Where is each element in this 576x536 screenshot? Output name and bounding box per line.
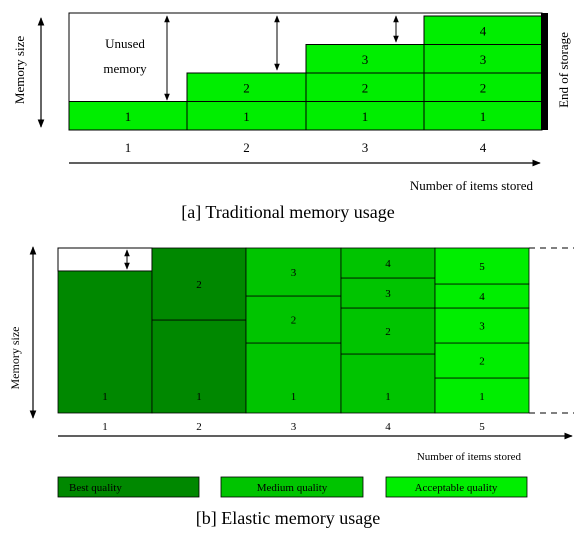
panel-a-cell-c4-item3	[423, 44, 543, 74]
panel-b-cell-c1-item1	[57, 270, 153, 414]
panel-a-cell-label: 2	[480, 80, 487, 95]
panel-b-cell-label: 1	[385, 391, 391, 403]
panel-a-x-tick-label: 4	[480, 140, 487, 155]
panel-b-cell-label: 1	[291, 391, 297, 403]
legend-label-medium-quality: Medium quality	[257, 482, 328, 494]
panel-b-unused-space	[57, 247, 153, 272]
panel-b-cell-c2-item2	[151, 247, 247, 321]
panel-b-x-tick-label: 1	[102, 421, 108, 433]
panel-a-cell-label: 4	[480, 23, 487, 38]
panel-b-y-label: Memory size	[8, 327, 22, 390]
legend-label-best-quality: Best quality	[69, 482, 122, 494]
panel-b-cell-c5-item2	[434, 342, 530, 379]
panel-a-cell-label: 1	[243, 109, 250, 124]
panel-a-caption: [a] Traditional memory usage	[181, 202, 394, 222]
panel-b-cell-c3-item2	[245, 295, 342, 344]
panel-b-cell-label: 1	[102, 391, 108, 403]
panel-b: Memory size 1 1 2 1 2 3 1 2 3 4 1 2 3 4 5 1 2 3 4 5 Number…	[8, 246, 574, 528]
panel-b-cell-label: 2	[385, 326, 391, 338]
panel-b-cell-label: 4	[479, 291, 485, 303]
panel-b-cell-c3-item1	[245, 342, 342, 414]
legend-swatch-acceptable-quality	[385, 476, 528, 498]
panel-b-cell-c5-item1	[434, 377, 530, 414]
panel-a-cell-label: 2	[243, 80, 250, 95]
panel-b-x-ticks: 1 2 3 4 5	[102, 421, 485, 433]
panel-b-x-tick-label: 4	[385, 421, 391, 433]
panel-a-cell-label: 1	[362, 109, 369, 124]
panel-a-x-tick-label: 1	[125, 140, 132, 155]
panel-a-x-tick-label: 3	[362, 140, 369, 155]
panel-b-cell-label: 5	[479, 261, 485, 273]
panel-a-cell-c4-item2	[423, 72, 543, 102]
panel-b-cell-label: 3	[385, 288, 391, 300]
panel-b-x-tick-label: 2	[196, 421, 202, 433]
panel-b-cell-label: 2	[291, 315, 297, 327]
legend-swatch-medium-quality	[220, 476, 364, 498]
panel-b-cell-label: 2	[479, 356, 485, 368]
panel-a-cell-c4-item4	[423, 15, 543, 45]
unused-memory-label-line2: memory	[103, 61, 147, 76]
panel-b-x-tick-label: 3	[291, 421, 297, 433]
panel-b-cell-label: 3	[479, 321, 485, 333]
panel-b-cell-label: 1	[196, 391, 202, 403]
panel-b-x-tick-label: 5	[479, 421, 485, 433]
panel-b-cell-c5-item5	[434, 247, 530, 285]
panel-a-cell-label: 3	[480, 52, 487, 67]
panel-b-memory-cells: 1 1 2 1 2 3 1 2 3 4 1 2 3 4 5	[57, 247, 530, 414]
panel-a-right-label: End of storage	[556, 32, 571, 108]
end-of-storage-bar	[541, 13, 548, 130]
panel-b-cell-label: 4	[385, 258, 391, 270]
panel-b-cell-label: 2	[196, 279, 202, 291]
legend: Best quality Medium quality Acceptable q…	[57, 476, 528, 498]
panel-b-cell-c3-item3	[245, 247, 342, 297]
panel-b-cell-c5-item3	[434, 307, 530, 344]
panel-b-cell-c4-item2	[340, 307, 436, 355]
panel-b-cell-c4-item1	[340, 353, 436, 414]
panel-a-memory-cells: 1 1 2 1 2 3 1 2 3 4	[68, 15, 543, 131]
panel-a-cell-label: 3	[362, 52, 369, 67]
panel-a-cell-c3-item3	[305, 44, 425, 74]
panel-a-cell-c2-item1	[186, 101, 307, 131]
panel-a-cell-c3-item1	[305, 101, 425, 131]
panel-a-x-tick-label: 2	[243, 140, 250, 155]
panel-a-cell-label: 2	[362, 80, 369, 95]
panel-a-cell-label: 1	[125, 109, 132, 124]
unused-memory-label-line1: Unused	[105, 36, 145, 51]
panel-b-cell-c4-item4	[340, 247, 436, 279]
panel-b-cell-label: 3	[291, 267, 297, 279]
panel-b-cell-c2-item1	[151, 319, 247, 414]
panel-a-x-label: Number of items stored	[410, 178, 534, 193]
legend-swatch-best-quality	[57, 476, 200, 498]
panel-a: Memory size 1 1 2 1 2 3 1 2 3 4 End of storage Un…	[12, 12, 571, 222]
panel-b-caption: [b] Elastic memory usage	[196, 508, 380, 528]
panel-b-x-label: Number of items stored	[417, 451, 522, 463]
panel-a-x-ticks: 1 2 3 4	[125, 140, 487, 155]
panel-b-cell-label: 1	[479, 391, 485, 403]
panel-a-cell-label: 1	[480, 109, 487, 124]
legend-label-acceptable-quality: Acceptable quality	[415, 482, 498, 494]
panel-a-y-label: Memory size	[12, 36, 27, 104]
